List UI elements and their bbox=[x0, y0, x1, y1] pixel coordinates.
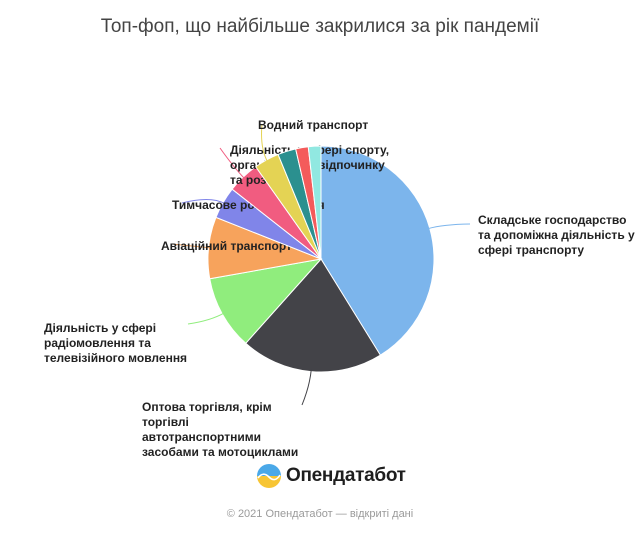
slice-label: Діяльність у сфері радіомовлення та телеві… bbox=[44, 321, 187, 365]
slice-connector bbox=[427, 223, 471, 230]
logo: Опендатабот bbox=[256, 462, 406, 490]
slice-connector bbox=[261, 123, 268, 162]
slice-connector bbox=[219, 147, 245, 179]
opendatabot-logo-icon bbox=[257, 464, 281, 488]
slice-connector bbox=[187, 312, 225, 325]
footer-copyright: © 2021 Опендатабот — відкриті дані bbox=[226, 508, 414, 520]
slice-connector bbox=[301, 369, 312, 406]
slice-label: Авіаційний транспорт bbox=[161, 239, 292, 253]
chart-title: Топ-фоп, що найбільше закрилися за рік п… bbox=[100, 16, 540, 37]
logo-text: Опендатабот bbox=[286, 465, 406, 486]
slice-label: Складське господарство та допоміжна діяль… bbox=[478, 213, 635, 257]
slice-connector bbox=[181, 199, 226, 205]
slice-connector bbox=[171, 243, 211, 249]
slice-label: Оптова торгівля, крім торгівлі автотранспо… bbox=[142, 400, 298, 459]
pie-slice bbox=[307, 145, 322, 260]
slice-label: Водний транспорт bbox=[258, 118, 368, 132]
